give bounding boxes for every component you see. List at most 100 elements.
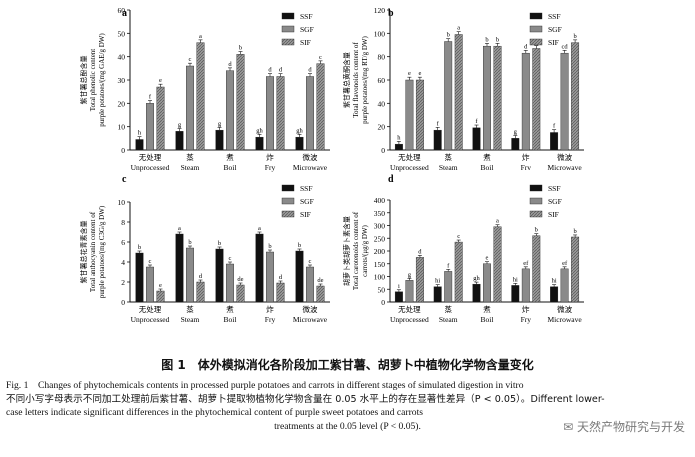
chart-panel-a: a 0 10 20 30 40 50 60 紫甘薯总酚含量 Total phenolic cont…: [79, 6, 330, 172]
bar-sif: [156, 86, 165, 151]
y-axis-label-line: purple potatoes/(mg RT/g DW): [361, 36, 369, 124]
y-tick-label: 60: [118, 6, 126, 15]
significance-letter: d: [524, 43, 528, 50]
x-tick-label-en: Microwave: [548, 315, 583, 324]
x-tick-label-cn: 煮: [483, 304, 491, 314]
bar-ssf: [175, 131, 184, 151]
significance-letter: d: [308, 67, 312, 74]
significance-letter: ef: [523, 260, 529, 267]
bar-sif: [571, 42, 580, 151]
x-tick-label-cn: 炸: [522, 304, 530, 314]
x-tick-label-cn: 炸: [266, 304, 274, 314]
x-tick-label-cn: 煮: [226, 152, 234, 162]
legend-swatch-ssf: [281, 12, 295, 20]
y-tick-label: 30: [118, 76, 126, 85]
significance-letter: i: [398, 283, 400, 290]
bar-ssf: [550, 286, 559, 303]
bar-ssf: [255, 233, 264, 303]
legend-swatch-sgf: [281, 25, 295, 33]
bar-ssf: [511, 285, 520, 303]
bar-ssf: [295, 136, 304, 151]
y-tick-label: 50: [118, 29, 126, 38]
panel-letter: b: [388, 8, 394, 19]
significance-letter: c: [309, 258, 312, 265]
significance-letter: g: [514, 129, 518, 136]
significance-letter: e: [486, 255, 489, 262]
x-tick-label-en: Unprocessed: [390, 315, 429, 324]
y-axis-label-line: Total anthocyanin content of: [89, 211, 97, 292]
y-tick-label: 250: [374, 234, 386, 243]
significance-letter: b: [188, 239, 191, 246]
bar-sgf: [306, 266, 314, 303]
panel-letter: d: [388, 174, 394, 185]
bar-sgf: [483, 263, 491, 303]
bar-sgf: [186, 65, 194, 151]
y-tick-label: 40: [378, 99, 386, 108]
x-tick-label-cn: 微波: [303, 304, 318, 314]
significance-letter: de: [237, 276, 243, 283]
x-tick-label-cn: 微波: [557, 304, 572, 314]
significance-letter: a: [178, 225, 181, 232]
bar-sif: [236, 284, 245, 303]
bar-ssf: [255, 136, 264, 151]
watermark-text: 天然产物研究与开发: [576, 420, 685, 434]
legend-label-ssf: SSF: [548, 184, 561, 193]
significance-letter: d: [199, 273, 203, 280]
significance-letter: a: [199, 33, 202, 40]
significance-letter: b: [447, 32, 450, 39]
legend-swatch-sgf: [529, 25, 543, 33]
bar-sgf: [483, 45, 491, 151]
significance-letter: gh: [473, 275, 480, 282]
y-tick-label: 50: [378, 285, 386, 294]
bar-sgf: [186, 247, 194, 303]
x-tick-label-cn: 炸: [522, 152, 530, 162]
x-tick-label-en: Steam: [439, 315, 458, 324]
bar-sif: [276, 282, 285, 303]
x-tick-label-cn: 无处理: [139, 152, 162, 162]
y-tick-label: 8: [121, 218, 125, 227]
wechat-watermark: ✉ 天然产物研究与开发: [561, 418, 687, 435]
y-axis-label-line: carrots/(μg/g DW): [361, 224, 369, 276]
significance-letter: ef: [562, 260, 568, 267]
bar-sgf: [444, 271, 453, 303]
y-tick-label: 80: [378, 53, 386, 62]
x-tick-label-cn: 无处理: [398, 304, 421, 314]
bar-sgf: [405, 79, 414, 151]
significance-letter: g: [178, 122, 182, 129]
significance-letter: f: [149, 94, 152, 101]
bar-sif: [316, 63, 325, 151]
y-tick-label: 100: [374, 273, 386, 282]
y-tick-label: 150: [374, 260, 386, 269]
x-tick-label-en: Fry: [265, 163, 276, 172]
x-tick-label-en: Unprocessed: [390, 163, 429, 172]
significance-letter: cd: [562, 43, 569, 50]
significance-letter: b: [485, 36, 488, 43]
y-axis-label-line: 紫甘薯总花青素含量: [79, 221, 88, 284]
bar-sgf: [146, 103, 154, 151]
x-tick-label-en: Fry: [521, 315, 532, 324]
x-tick-label-cn: 无处理: [139, 304, 162, 314]
legend-label-ssf: SSF: [300, 184, 313, 193]
significance-letter: d: [268, 67, 272, 74]
bar-sgf: [560, 52, 569, 151]
significance-letter: c: [149, 258, 152, 265]
bar-sif: [196, 281, 205, 303]
significance-letter: b: [138, 244, 141, 251]
legend-swatch-sif: [281, 38, 295, 46]
x-tick-label-cn: 微波: [303, 152, 318, 162]
bar-ssf: [215, 248, 224, 303]
significance-letter: hi: [552, 278, 557, 285]
bar-sgf: [226, 70, 234, 151]
bar-sgf: [444, 41, 453, 151]
legend-label-sif: SIF: [300, 210, 311, 219]
significance-letter: e: [159, 282, 162, 289]
y-tick-label: 120: [374, 6, 386, 15]
significance-letter: b: [268, 243, 271, 250]
y-tick-label: 60: [378, 76, 386, 85]
significance-letter: e: [418, 70, 421, 77]
significance-letter: a: [457, 25, 460, 32]
bar-sgf: [560, 268, 569, 303]
x-tick-label-cn: 蒸: [186, 152, 194, 162]
significance-letter: e: [159, 77, 162, 84]
